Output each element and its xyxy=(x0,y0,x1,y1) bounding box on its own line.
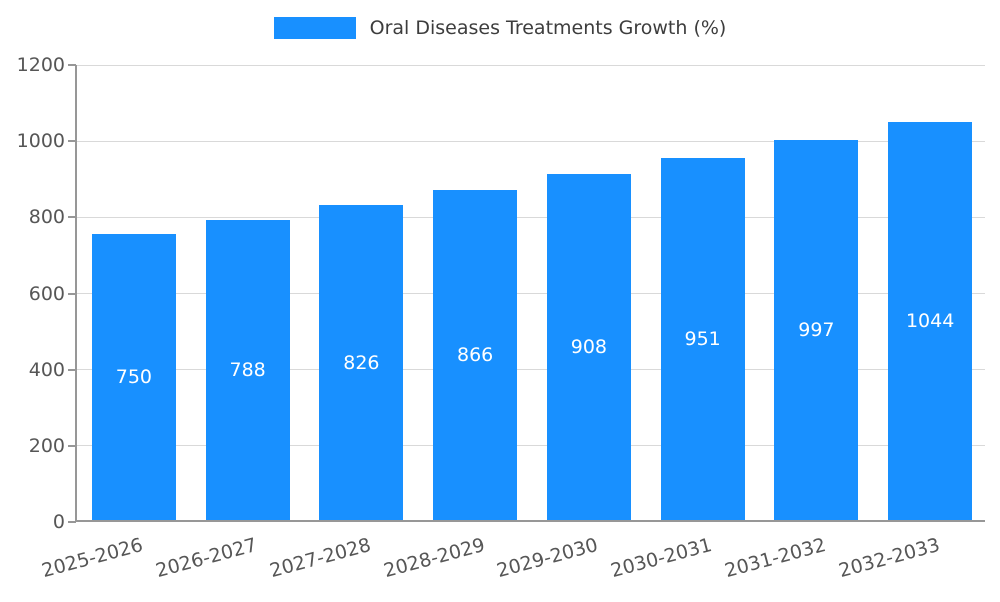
bar-2026-2027[interactable]: 788 xyxy=(205,219,290,520)
bar-value-label: 788 xyxy=(229,358,266,381)
bar-2032-2033[interactable]: 1044 xyxy=(888,122,973,520)
legend-label: Oral Diseases Treatments Growth (%) xyxy=(369,17,727,39)
bar-value-label: 951 xyxy=(684,327,721,350)
y-tick-label: 800 xyxy=(28,206,65,229)
bar-value-label: 750 xyxy=(115,366,152,389)
x-tick-label: 2032-2033 xyxy=(836,534,942,583)
bar-2025-2026[interactable]: 750 xyxy=(91,234,176,520)
bar-2027-2028[interactable]: 826 xyxy=(319,205,404,520)
y-tick-label: 0 xyxy=(52,511,65,533)
x-tick-label: 2029-2030 xyxy=(494,534,601,583)
gridline xyxy=(77,140,985,142)
y-axis-tick xyxy=(68,140,76,143)
y-tick-label: 1000 xyxy=(16,130,65,153)
x-tick-label: 2025-2026 xyxy=(39,534,146,583)
bar-2028-2029[interactable]: 866 xyxy=(433,190,518,520)
gridline xyxy=(77,64,985,66)
x-tick-label: 2031-2032 xyxy=(722,534,829,583)
x-tick-label: 2028-2029 xyxy=(381,534,487,583)
x-tick-label: 2027-2028 xyxy=(267,534,374,583)
y-axis-tick xyxy=(68,444,76,447)
gridline xyxy=(77,293,985,294)
bar-2030-2031[interactable]: 951 xyxy=(660,157,745,520)
legend-swatch[interactable] xyxy=(273,17,356,39)
y-axis-tick xyxy=(68,521,76,523)
y-tick-label: 400 xyxy=(28,358,65,381)
y-tick-label: 1200 xyxy=(16,54,65,76)
x-tick-label: 2026-2027 xyxy=(153,534,260,583)
y-tick-label: 600 xyxy=(28,282,65,305)
gridline xyxy=(77,445,985,447)
bar-value-label: 908 xyxy=(570,336,607,359)
x-tick-label: 2030-2031 xyxy=(608,534,715,583)
gridline xyxy=(77,369,985,371)
bar-2031-2032[interactable]: 997 xyxy=(774,140,859,520)
plot-area: 0 200 400 600 800 1000 1200 750 788 826 866 908 951… xyxy=(17,54,985,582)
y-axis-tick xyxy=(68,368,76,371)
y-axis-tick xyxy=(68,292,76,295)
y-tick-label: 200 xyxy=(28,434,65,457)
gridline xyxy=(77,216,985,218)
bar-value-label: 1044 xyxy=(905,310,955,333)
bar-value-label: 826 xyxy=(343,351,380,374)
x-axis-labels: 2025-2026 2026-2027 2027-2028 2028-2029 2029… xyxy=(40,522,985,602)
y-axis-tick xyxy=(68,216,76,219)
bar-value-label: 866 xyxy=(456,344,494,367)
bar-2029-2030[interactable]: 908 xyxy=(546,174,631,520)
bar-value-label: 997 xyxy=(798,319,835,342)
chart-legend[interactable]: Oral Diseases Treatments Growth (%) xyxy=(0,17,1000,39)
y-axis-tick xyxy=(68,64,76,66)
